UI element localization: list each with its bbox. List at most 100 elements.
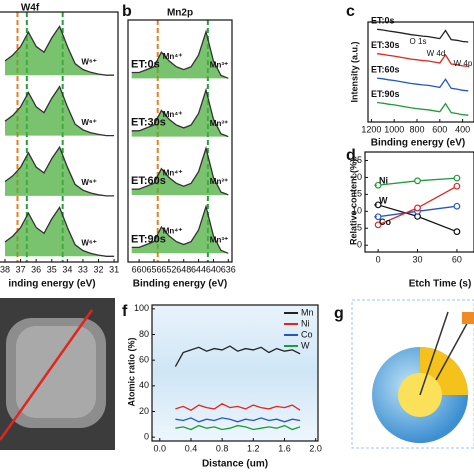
x-tick-label: 400 [455, 124, 470, 134]
x-tick-label: 0.4 [185, 443, 198, 453]
legend-label: W [301, 340, 310, 350]
plot-area [131, 20, 229, 262]
x-axis-label: inding energy (eV) [8, 279, 95, 290]
x-tick-label: 600 [432, 124, 447, 134]
series-line [377, 28, 469, 43]
sphere-diagram [351, 299, 474, 449]
y-tick-label: 10 [352, 206, 362, 216]
x-tick-label: 644 [191, 264, 206, 274]
x-tick-label: 636 [221, 264, 236, 274]
peak-area [131, 90, 229, 137]
panel-label: c [346, 3, 355, 20]
x-axis-label: Distance (um) [202, 459, 268, 470]
series-label: ET:60s [131, 175, 166, 187]
y-tick-label: 0 [357, 240, 362, 250]
y-tick-label: 25 [352, 155, 362, 165]
y-tick-label: 15 [352, 189, 362, 199]
x-tick-label: 640 [206, 264, 221, 274]
peak-label: W⁶⁺ [81, 238, 96, 247]
marker [453, 174, 461, 182]
marker [414, 177, 421, 185]
panel-label: g [334, 305, 344, 322]
series-line [4, 25, 115, 76]
axes-frame [151, 304, 319, 442]
x-tick-label: 1200 [361, 124, 381, 134]
x-tick-label: 38 [0, 264, 10, 274]
x-tick-label: 2.0 [309, 443, 322, 453]
annotation: W 4p [454, 59, 473, 68]
series-line [377, 101, 469, 116]
series-line [174, 345, 301, 367]
x-tick-label: 648 [176, 264, 191, 274]
axes-frame [127, 19, 233, 263]
axes-frame [0, 11, 119, 263]
x-tick-label: 33 [78, 264, 88, 274]
x-tick-label: 37 [16, 264, 26, 274]
x-tick-label: 652 [161, 264, 176, 274]
series-line [131, 29, 229, 79]
peak-area [5, 147, 115, 196]
peak-label: Mn⁴⁺ [163, 52, 183, 61]
x-tick-label: 1000 [384, 124, 404, 134]
x-tick-label: 60 [452, 254, 462, 264]
series-label: ET:0s [131, 58, 160, 70]
series-line [131, 87, 229, 138]
plot-area [4, 12, 115, 262]
x-tick-label: 36 [31, 264, 41, 274]
series-label: ET:90s [371, 89, 400, 99]
panel-label: f [122, 303, 128, 320]
y-tick-label: 0 [144, 432, 149, 442]
y-axis-label: Intensity (a.u.) [349, 41, 359, 102]
series-label: W [379, 195, 388, 205]
peak-label: W⁶⁺ [81, 57, 96, 66]
marker [453, 228, 461, 236]
x-tick-label: 0.0 [154, 443, 167, 453]
marker [374, 221, 382, 229]
plot-area [374, 174, 461, 236]
legend-label: Co [301, 329, 313, 339]
x-tick-label: 30 [413, 254, 423, 264]
peak-label: Mn³⁺ [210, 61, 228, 70]
y-tick-label: 40 [139, 380, 149, 390]
legend-label: Ni [301, 318, 310, 328]
marker [453, 182, 461, 190]
y-tick-label: 20 [139, 406, 149, 416]
x-axis-label: Etch Time (s) [409, 279, 472, 290]
series-line [175, 424, 301, 431]
y-tick-label: 20 [352, 172, 362, 182]
series-line [131, 204, 229, 254]
marker [453, 202, 461, 210]
axes-frame [364, 151, 474, 253]
peak-label: W⁶⁺ [81, 178, 96, 187]
x-tick-label: 35 [47, 264, 57, 274]
annotation: O 1s [410, 37, 427, 46]
series-label: ET:60s [371, 64, 400, 74]
x-tick-label: 1.2 [247, 443, 260, 453]
x-tick-label: 32 [94, 264, 104, 274]
y-axis-label: Relative content (%) [348, 159, 358, 245]
y-tick-label: 5 [357, 223, 362, 233]
panel-label: d [346, 147, 356, 164]
peak-label: Mn³⁺ [210, 235, 228, 244]
y-tick-label: 60 [139, 355, 149, 365]
x-tick-label: 34 [62, 264, 72, 274]
x-tick-label: 0 [376, 254, 381, 264]
panel-label: b [122, 3, 132, 20]
series-line [175, 403, 301, 411]
x-tick-label: 656 [146, 264, 161, 274]
chart-title: Mn2p [167, 8, 193, 19]
peak-area [131, 148, 229, 195]
peak-label: W⁶⁺ [81, 118, 96, 127]
peak-area [131, 31, 229, 79]
peak-area [5, 86, 115, 136]
peak-label: Mn⁴⁺ [163, 227, 183, 236]
plot-area [377, 28, 469, 116]
series-label: Co [379, 217, 391, 227]
series-line [175, 417, 301, 423]
series-line [131, 145, 229, 196]
chart-title: W4f [21, 3, 40, 14]
series-line [4, 145, 115, 197]
peak-label: Mn⁴⁺ [163, 110, 183, 119]
x-axis-label: Binding energy (eV) [133, 279, 227, 290]
peak-label: Mn³⁺ [210, 119, 228, 128]
